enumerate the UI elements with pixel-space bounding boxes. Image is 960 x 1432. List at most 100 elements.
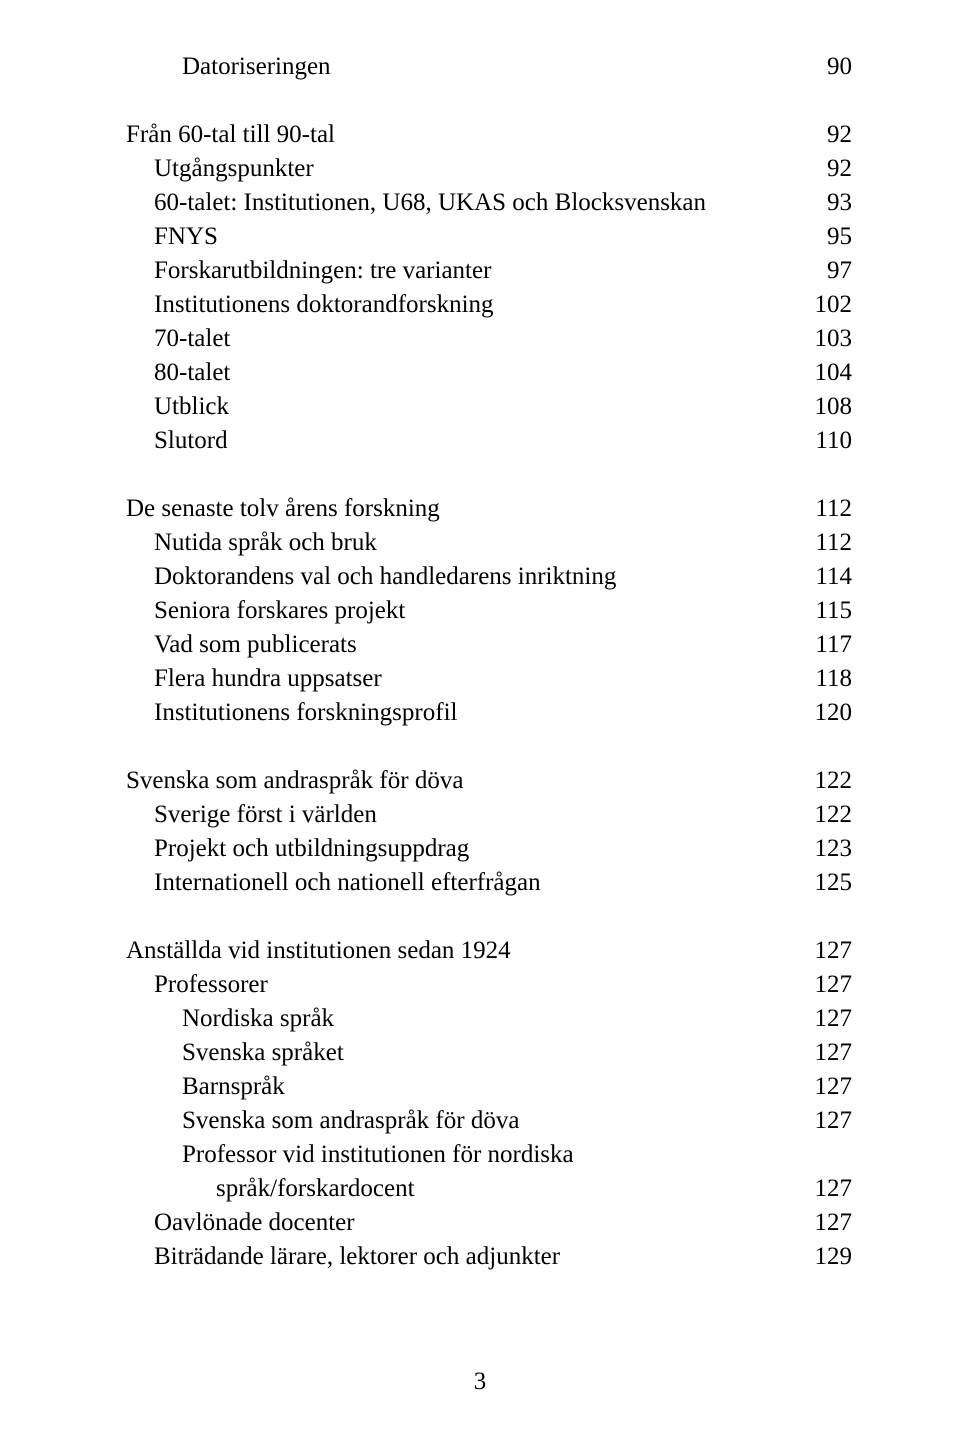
toc-entry: Från 60-tal till 90-tal 92 — [126, 118, 852, 152]
toc-page: 112 — [815, 526, 852, 560]
toc-entry: 70-talet 103 — [126, 322, 852, 356]
toc-entry: Professor vid institutionen för nordiska — [126, 1138, 852, 1172]
toc-entry: 60-talet: Institutionen, U68, UKAS och B… — [126, 186, 852, 220]
toc-label: Anställda vid institutionen sedan 1924 — [126, 934, 511, 968]
toc-label: 60-talet: Institutionen, U68, UKAS och B… — [154, 186, 706, 220]
toc-label: Institutionens forskningsprofil — [154, 696, 457, 730]
toc-page: 127 — [815, 1104, 853, 1138]
toc-page: 120 — [815, 696, 853, 730]
toc-label: Svenska språket — [182, 1036, 344, 1070]
toc-label: Projekt och utbildningsuppdrag — [154, 832, 469, 866]
toc-page: 108 — [815, 390, 853, 424]
toc-entry: Sverige först i världen 122 — [126, 798, 852, 832]
toc-entry: Oavlönade docenter 127 — [126, 1206, 852, 1240]
toc-label: Professor vid institutionen för nordiska — [182, 1138, 574, 1172]
toc-label: Utblick — [154, 390, 229, 424]
toc-entry: Barnspråk 127 — [126, 1070, 852, 1104]
toc-entry: Utblick 108 — [126, 390, 852, 424]
toc-page: 102 — [815, 288, 853, 322]
toc-entry: Flera hundra uppsatser 118 — [126, 662, 852, 696]
table-of-contents: Datoriseringen 90 Från 60-tal till 90-tal 9… — [126, 50, 852, 1274]
toc-entry: Datoriseringen 90 — [126, 50, 852, 84]
page-number: 3 — [0, 1368, 960, 1396]
toc-entry: Slutord 110 — [126, 424, 852, 458]
toc-page: 103 — [815, 322, 853, 356]
toc-label: Oavlönade docenter — [154, 1206, 355, 1240]
toc-label: Slutord — [154, 424, 228, 458]
toc-label: Internationell och nationell efterfrågan — [154, 866, 541, 900]
toc-page: 127 — [815, 1070, 853, 1104]
toc-entry: Institutionens forskningsprofil 120 — [126, 696, 852, 730]
toc-page: 127 — [815, 1002, 853, 1036]
toc-label: Nutida språk och bruk — [154, 526, 377, 560]
toc-page: 97 — [827, 254, 852, 288]
toc-entry: Nutida språk och bruk 112 — [126, 526, 852, 560]
toc-label: 70-talet — [154, 322, 230, 356]
toc-label: Professorer — [154, 968, 268, 1002]
toc-label: De senaste tolv årens forskning — [126, 492, 440, 526]
toc-page: 117 — [815, 628, 852, 662]
toc-entry: 80-talet 104 — [126, 356, 852, 390]
toc-page: 115 — [815, 594, 852, 628]
toc-label: FNYS — [154, 220, 218, 254]
toc-label: Från 60-tal till 90-tal — [126, 118, 335, 152]
toc-page: 125 — [815, 866, 853, 900]
toc-entry: Anställda vid institutionen sedan 1924 12… — [126, 934, 852, 968]
toc-label: Barnspråk — [182, 1070, 285, 1104]
toc-label: Flera hundra uppsatser — [154, 662, 382, 696]
toc-label: Biträdande lärare, lektorer och adjunkte… — [154, 1240, 560, 1274]
toc-entry: Forskarutbildningen: tre varianter 97 — [126, 254, 852, 288]
toc-page: 112 — [815, 492, 852, 526]
toc-label: Utgångspunkter — [154, 152, 314, 186]
section-spacer — [126, 900, 852, 934]
toc-page: 110 — [815, 424, 852, 458]
toc-page: 123 — [815, 832, 853, 866]
toc-label: Forskarutbildningen: tre varianter — [154, 254, 491, 288]
section-spacer — [126, 730, 852, 764]
toc-entry: Svenska som andraspråk för döva 127 — [126, 1104, 852, 1138]
toc-entry: Vad som publicerats 117 — [126, 628, 852, 662]
toc-entry: Institutionens doktorandforskning 102 — [126, 288, 852, 322]
toc-page: 90 — [827, 50, 852, 84]
page: Datoriseringen 90 Från 60-tal till 90-tal 9… — [0, 0, 960, 1432]
toc-label: språk/forskardocent — [216, 1172, 415, 1206]
toc-label: 80-talet — [154, 356, 230, 390]
toc-label: Institutionens doktorandforskning — [154, 288, 494, 322]
section-spacer — [126, 458, 852, 492]
toc-label: Svenska som andraspråk för döva — [182, 1104, 519, 1138]
toc-page: 127 — [815, 968, 853, 1002]
toc-entry-continuation: språk/forskardocent 127 — [126, 1172, 852, 1206]
toc-label: Seniora forskares projekt — [154, 594, 405, 628]
section-spacer — [126, 84, 852, 118]
toc-label: Sverige först i världen — [154, 798, 377, 832]
toc-page: 129 — [815, 1240, 853, 1274]
toc-entry: Nordiska språk 127 — [126, 1002, 852, 1036]
toc-entry: Professorer 127 — [126, 968, 852, 1002]
toc-page: 122 — [815, 798, 853, 832]
toc-page: 92 — [827, 152, 852, 186]
toc-label: Doktorandens val och handledarens inrikt… — [154, 560, 616, 594]
toc-label: Nordiska språk — [182, 1002, 334, 1036]
toc-page: 95 — [827, 220, 852, 254]
toc-page: 118 — [815, 662, 852, 696]
toc-page: 127 — [815, 934, 853, 968]
toc-page: 127 — [815, 1206, 853, 1240]
toc-page: 92 — [827, 118, 852, 152]
toc-page: 93 — [827, 186, 852, 220]
toc-page: 122 — [815, 764, 853, 798]
toc-label: Vad som publicerats — [154, 628, 357, 662]
toc-entry: Svenska som andraspråk för döva 122 — [126, 764, 852, 798]
toc-page: 104 — [815, 356, 853, 390]
toc-page: 127 — [815, 1036, 853, 1070]
toc-entry: Seniora forskares projekt 115 — [126, 594, 852, 628]
toc-entry: Projekt och utbildningsuppdrag 123 — [126, 832, 852, 866]
toc-label: Svenska som andraspråk för döva — [126, 764, 463, 798]
toc-page: 127 — [815, 1172, 853, 1206]
toc-entry: FNYS 95 — [126, 220, 852, 254]
toc-entry: Utgångspunkter 92 — [126, 152, 852, 186]
toc-page: 114 — [815, 560, 852, 594]
toc-entry: Doktorandens val och handledarens inrikt… — [126, 560, 852, 594]
toc-entry: Internationell och nationell efterfrågan… — [126, 866, 852, 900]
toc-entry: Svenska språket 127 — [126, 1036, 852, 1070]
toc-label: Datoriseringen — [182, 50, 331, 84]
